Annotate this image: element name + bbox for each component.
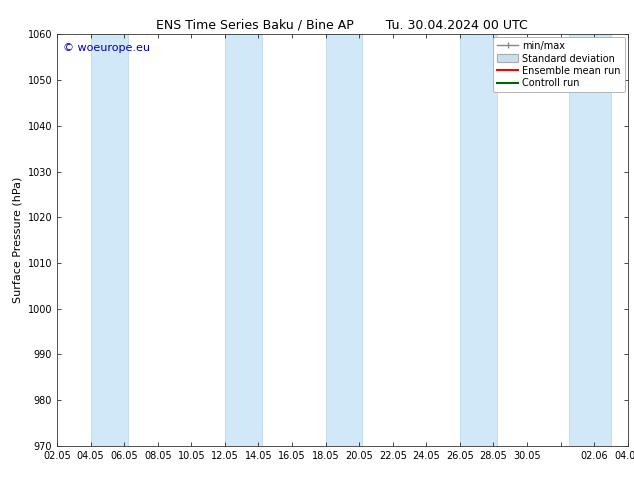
Title: ENS Time Series Baku / Bine AP        Tu. 30.04.2024 00 UTC: ENS Time Series Baku / Bine AP Tu. 30.04… — [157, 19, 528, 32]
Y-axis label: Surface Pressure (hPa): Surface Pressure (hPa) — [12, 177, 22, 303]
Bar — [326, 34, 363, 446]
Bar — [460, 34, 497, 446]
Bar — [225, 34, 262, 446]
Legend: min/max, Standard deviation, Ensemble mean run, Controll run: min/max, Standard deviation, Ensemble me… — [493, 37, 624, 92]
Text: © woeurope.eu: © woeurope.eu — [63, 43, 150, 52]
Bar — [569, 34, 611, 446]
Bar — [91, 34, 127, 446]
